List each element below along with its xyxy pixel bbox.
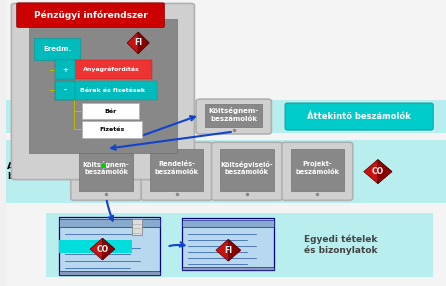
FancyBboxPatch shape	[6, 140, 446, 203]
FancyBboxPatch shape	[12, 3, 194, 180]
Text: Költségnem-
beszámolók: Költségnem- beszámolók	[83, 161, 130, 175]
FancyBboxPatch shape	[82, 103, 139, 120]
FancyBboxPatch shape	[82, 121, 142, 138]
FancyBboxPatch shape	[211, 142, 282, 200]
FancyBboxPatch shape	[132, 219, 142, 235]
Text: Eredm.: Eredm.	[43, 46, 71, 52]
FancyBboxPatch shape	[205, 104, 262, 128]
FancyBboxPatch shape	[282, 142, 353, 200]
Polygon shape	[228, 239, 240, 261]
FancyBboxPatch shape	[182, 267, 274, 270]
Text: Költségnem-
beszámolók: Költségnem- beszámolók	[209, 108, 259, 122]
FancyBboxPatch shape	[79, 149, 133, 190]
FancyBboxPatch shape	[71, 142, 141, 200]
FancyBboxPatch shape	[29, 19, 177, 153]
Text: FI: FI	[224, 246, 232, 255]
FancyBboxPatch shape	[196, 99, 271, 134]
Polygon shape	[364, 160, 392, 184]
Text: Bérek és fizetések: Bérek és fizetések	[80, 88, 145, 93]
FancyBboxPatch shape	[182, 217, 274, 270]
FancyBboxPatch shape	[34, 38, 80, 60]
FancyBboxPatch shape	[182, 220, 274, 227]
Text: Rendelés-
beszámolók: Rendelés- beszámolók	[155, 161, 198, 175]
Polygon shape	[103, 238, 115, 260]
Polygon shape	[90, 238, 115, 260]
FancyBboxPatch shape	[141, 142, 212, 200]
Polygon shape	[127, 32, 149, 54]
Text: CO: CO	[96, 245, 108, 254]
Polygon shape	[216, 239, 240, 261]
Text: +: +	[62, 67, 68, 73]
FancyBboxPatch shape	[55, 81, 75, 100]
FancyBboxPatch shape	[59, 271, 160, 275]
FancyBboxPatch shape	[17, 3, 165, 27]
FancyBboxPatch shape	[59, 240, 132, 253]
Polygon shape	[138, 32, 149, 54]
Text: Fizetés: Fizetés	[99, 127, 124, 132]
FancyBboxPatch shape	[59, 219, 160, 227]
FancyBboxPatch shape	[55, 81, 157, 100]
FancyBboxPatch shape	[59, 217, 160, 275]
FancyBboxPatch shape	[220, 149, 274, 190]
FancyBboxPatch shape	[6, 0, 446, 286]
Text: Költségviselő-
beszámolók: Költségviselő- beszámolók	[221, 161, 273, 175]
FancyBboxPatch shape	[150, 149, 203, 190]
FancyBboxPatch shape	[290, 149, 344, 190]
Polygon shape	[378, 160, 392, 184]
Text: Egyedi tételek
és bizonylatok: Egyedi tételek és bizonylatok	[304, 235, 377, 255]
Text: -: -	[64, 86, 67, 95]
Text: Áttekintő beszámolók: Áttekintő beszámolók	[307, 112, 411, 121]
Text: Projekt-
beszámolók: Projekt- beszámolók	[295, 161, 339, 175]
Text: Bér: Bér	[104, 109, 116, 114]
FancyBboxPatch shape	[45, 213, 433, 277]
FancyBboxPatch shape	[285, 103, 433, 130]
FancyBboxPatch shape	[55, 60, 152, 79]
FancyBboxPatch shape	[6, 100, 446, 133]
Text: Anyagráfordítás: Anyagráfordítás	[83, 67, 140, 72]
Text: Alkalmazási
beszámolók: Alkalmazási beszámolók	[7, 162, 67, 181]
Text: Pénzügyi infórendszer: Pénzügyi infórendszer	[34, 10, 148, 20]
Text: CO: CO	[372, 167, 384, 176]
FancyBboxPatch shape	[55, 60, 75, 79]
Text: FI: FI	[134, 38, 142, 47]
